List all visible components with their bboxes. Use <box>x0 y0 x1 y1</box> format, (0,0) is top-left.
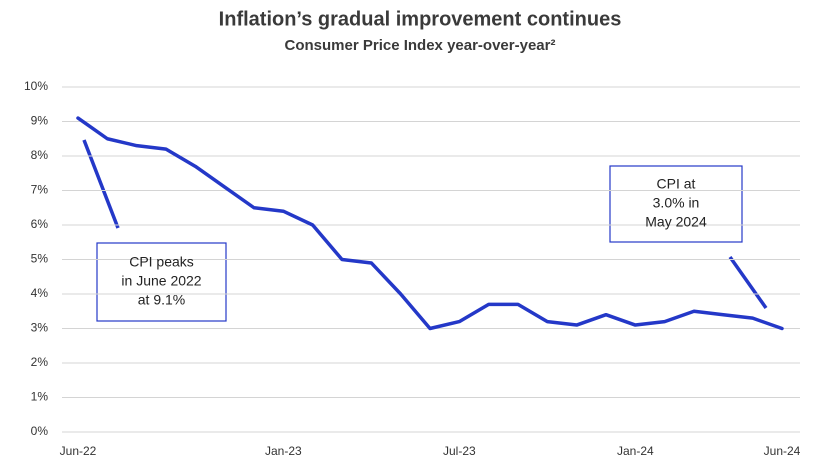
x-tick-label: Jul-23 <box>443 444 476 458</box>
y-tick-label: 10% <box>24 79 48 93</box>
x-tick-label: Jan-23 <box>265 444 302 458</box>
y-tick-label: 4% <box>31 286 49 300</box>
annotation-text: CPI peaks <box>129 254 194 270</box>
annotation-box <box>609 165 743 243</box>
x-tick-label: Jun-24 <box>764 444 801 458</box>
annotation-pointer <box>82 139 120 229</box>
x-tick-label: Jan-24 <box>617 444 654 458</box>
annotation-pointer <box>728 255 768 310</box>
annotation-text: at 9.1% <box>138 292 185 308</box>
y-tick-label: 0% <box>31 424 49 438</box>
y-tick-label: 8% <box>31 148 49 162</box>
chart-subtitle: Consumer Price Index year-over-year² <box>285 37 556 54</box>
x-tick-label: Jun-22 <box>60 444 97 458</box>
y-tick-label: 3% <box>31 321 49 335</box>
line-series <box>76 116 784 331</box>
y-tick-label: 9% <box>31 114 49 128</box>
y-tick-label: 5% <box>31 252 49 266</box>
annotation-text: 3.0% in <box>653 195 700 211</box>
annotation-text: in June 2022 <box>121 273 201 289</box>
annotation-text: May 2024 <box>645 214 707 230</box>
y-tick-label: 7% <box>31 183 49 197</box>
y-tick-label: 1% <box>31 390 49 404</box>
y-tick-label: 6% <box>31 217 49 231</box>
annotation: CPI peaks in June 2022 at 9.1% <box>121 254 201 308</box>
annotation: CPI at 3.0% in May 2024 <box>645 176 707 230</box>
annotation-text: CPI at <box>657 176 696 192</box>
annotation-box <box>96 242 227 322</box>
y-tick-label: 2% <box>31 355 49 369</box>
chart-title: Inflation’s gradual improvement continue… <box>219 8 622 30</box>
